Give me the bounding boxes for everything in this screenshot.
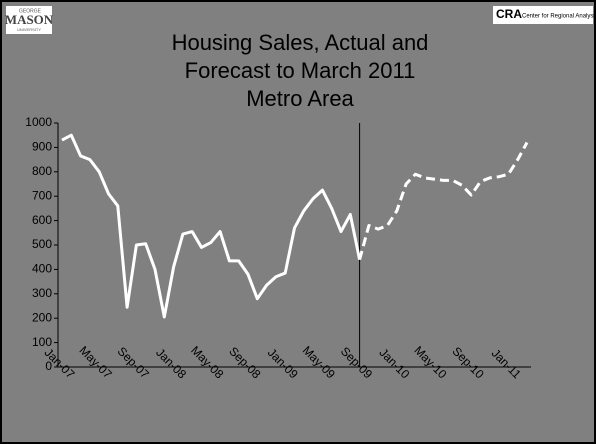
logo-text: UNIVERSITY xyxy=(17,27,41,32)
y-tick-label: 900 xyxy=(32,140,52,154)
y-tick-label: 200 xyxy=(32,310,52,324)
y-tick-label: 1000 xyxy=(25,115,52,129)
chart-title: Metro Area xyxy=(246,86,354,111)
chart-title: Forecast to March 2011 xyxy=(185,58,416,83)
y-tick-label: 400 xyxy=(32,262,52,276)
logo-text: MASON xyxy=(5,12,54,27)
logo-text: Center for Regional Analysi xyxy=(522,14,595,20)
y-tick-label: 700 xyxy=(32,188,52,202)
y-tick-label: 600 xyxy=(32,213,52,227)
mason-logo xyxy=(6,6,52,34)
series-line xyxy=(61,133,362,319)
series-line xyxy=(358,141,529,261)
y-tick-label: 100 xyxy=(32,335,52,349)
y-tick-label: 800 xyxy=(32,164,52,178)
chart-title: Housing Sales, Actual and xyxy=(172,30,429,55)
y-tick-label: 300 xyxy=(32,286,52,300)
cra-logo xyxy=(493,6,593,24)
logo-text: CRA xyxy=(496,7,522,21)
y-tick-label: 0 xyxy=(45,359,52,373)
y-tick-label: 500 xyxy=(32,237,52,251)
logo-text: GEORGE xyxy=(19,8,42,14)
